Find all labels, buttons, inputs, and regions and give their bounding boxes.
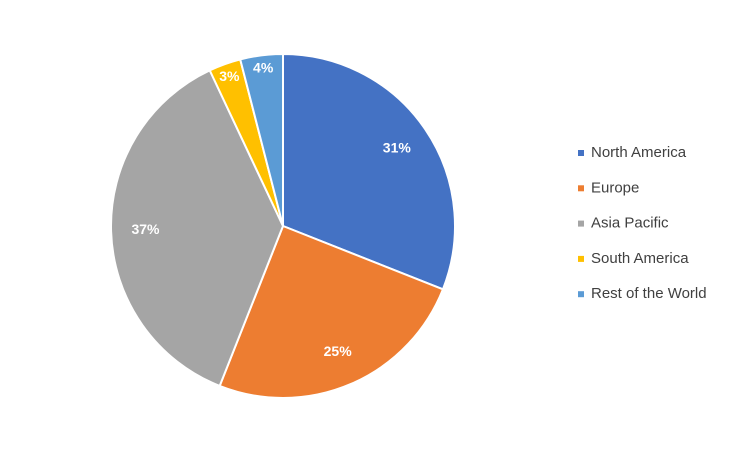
legend-label: South America [591, 250, 689, 267]
legend-label: North America [591, 144, 687, 161]
pie-slice [218, 224, 445, 399]
data-label: 25% [324, 343, 353, 359]
legend-marker [578, 185, 584, 192]
data-label: 37% [131, 221, 160, 237]
legend-marker [578, 220, 584, 227]
data-label: 31% [383, 139, 412, 155]
data-label: 4% [253, 60, 274, 76]
legend-marker [578, 291, 584, 298]
data-label: 3% [219, 68, 240, 84]
legend-label: Europe [591, 179, 639, 196]
pie-slice [110, 69, 285, 388]
legend-label: Rest of the World [591, 285, 707, 302]
legend-marker [578, 255, 584, 262]
pie-slice [239, 52, 284, 227]
pie-slice [282, 52, 456, 291]
legend-marker [578, 150, 584, 156]
legend-label: Asia Pacific [591, 215, 669, 232]
